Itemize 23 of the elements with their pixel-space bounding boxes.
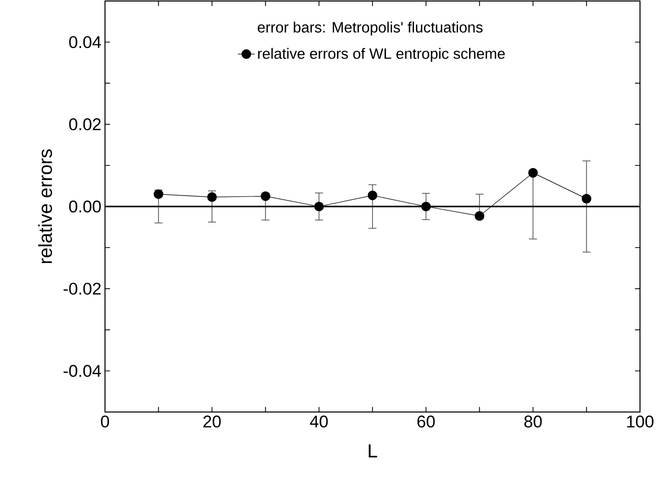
x-tick-label: 0 [100, 416, 110, 428]
y-tick-label: 0.04 [69, 36, 101, 48]
x-tick-label: 40 [310, 416, 328, 428]
point [154, 189, 164, 199]
legend-title: error bars: Metropolis' fluctuations [258, 22, 483, 36]
point [528, 168, 538, 178]
point [260, 191, 270, 202]
y-tick-label: 0.00 [69, 200, 101, 212]
x-axis-title: L [368, 444, 378, 458]
point [582, 194, 592, 204]
point [368, 190, 378, 200]
x-tick-label: 80 [524, 416, 542, 428]
point [474, 211, 484, 221]
y-tick-label: 0.02 [69, 118, 101, 130]
legend-label: relative errors of WL entropic scheme [258, 48, 505, 62]
x-tick-label: 60 [417, 416, 435, 428]
point [314, 202, 324, 212]
x-tick-label: 100 [627, 416, 654, 428]
point [421, 202, 431, 212]
y-axis-title: relative errors [38, 149, 52, 264]
y-tick-label: -0.04 [64, 364, 101, 377]
x-tick-label: 20 [203, 416, 221, 428]
y-tick-label: -0.02 [64, 282, 101, 295]
